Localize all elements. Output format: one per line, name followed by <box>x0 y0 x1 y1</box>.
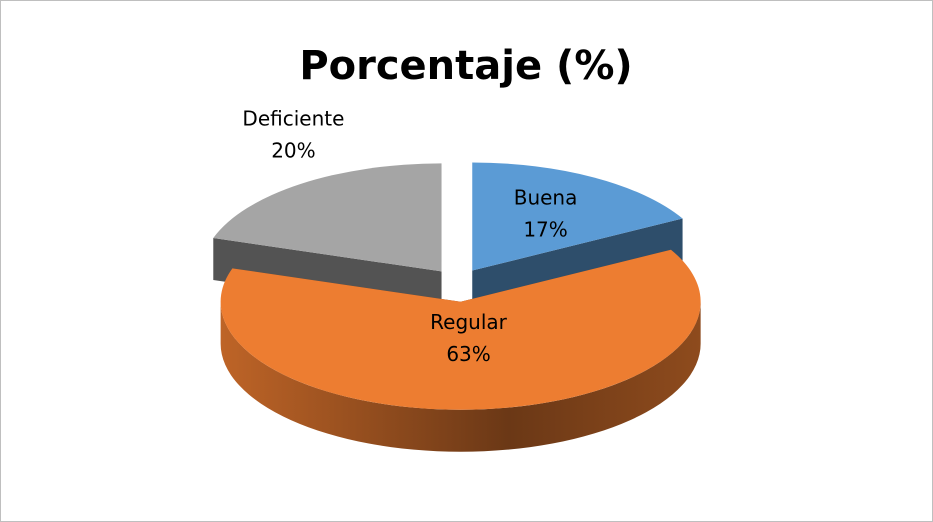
data-label-value: 20% <box>271 138 315 162</box>
chart-title: Porcentaje (%) <box>299 43 632 89</box>
data-label-value: 17% <box>523 217 567 241</box>
slice <box>220 249 701 410</box>
slice <box>472 162 683 271</box>
slice-side <box>220 301 701 452</box>
slice <box>213 163 442 272</box>
data-label-value: 63% <box>446 342 490 366</box>
data-label-name: Buena <box>514 185 578 209</box>
data-label-name: Deficiente <box>242 106 344 130</box>
data-label-name: Regular <box>430 310 507 334</box>
